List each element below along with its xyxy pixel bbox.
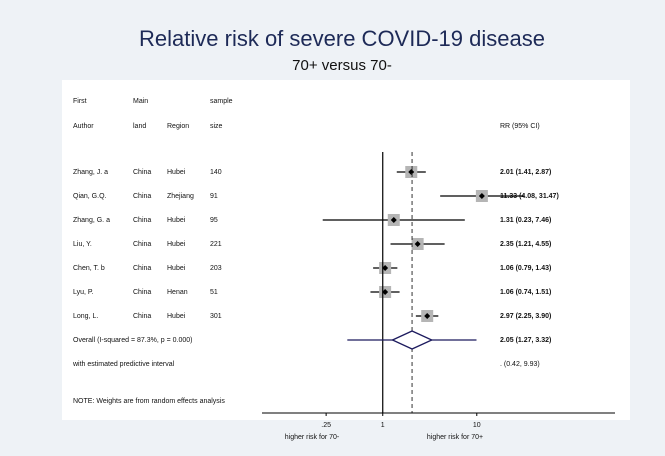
region: Hubei <box>167 265 186 272</box>
mainland: China <box>133 289 151 296</box>
chart-subtitle: 70+ versus 70- <box>292 57 392 74</box>
point-estimate <box>382 265 389 271</box>
author: Liu, Y. <box>73 241 92 248</box>
rr-label: 1.06 (0.74, 1.51) <box>500 289 551 296</box>
sample-size: 301 <box>210 313 222 320</box>
overall-diamond <box>390 330 434 350</box>
rr-label: 2.01 (1.41, 2.87) <box>500 169 551 176</box>
mainland: China <box>133 313 151 320</box>
header: Author <box>73 123 94 130</box>
region: Zhejiang <box>167 193 194 200</box>
header: Region <box>167 123 189 130</box>
point-estimate <box>408 169 415 175</box>
note: NOTE: Weights are from random effects an… <box>73 398 225 405</box>
header: RR (95% CI) <box>500 123 540 130</box>
sample-size: 91 <box>210 193 218 200</box>
sample-size: 203 <box>210 265 222 272</box>
region: Hubei <box>167 241 186 248</box>
x-tick-label: .25 <box>321 422 331 429</box>
overall-ci: 2.05 (1.27, 3.32) <box>500 337 551 344</box>
mainland: China <box>133 265 151 272</box>
chart-title: Relative risk of severe COVID-19 disease <box>139 26 545 51</box>
point-estimate <box>382 289 389 295</box>
author: Qian, G.Q. <box>73 193 107 200</box>
region: Henan <box>167 289 188 296</box>
region: Hubei <box>167 217 186 224</box>
axis-caption: higher risk for 70- <box>285 434 340 441</box>
author: Lyu, P. <box>73 289 94 296</box>
region: Hubei <box>167 169 186 176</box>
plot-panel <box>62 80 630 420</box>
rr-label: 2.35 (1.21, 4.55) <box>500 241 551 248</box>
header: land <box>133 123 146 130</box>
sample-size: 140 <box>210 169 222 176</box>
point-estimate <box>414 241 421 247</box>
author: Zhang, G. a <box>73 217 110 224</box>
pi-label: . (0.42, 9.93) <box>500 361 540 368</box>
axis-caption: higher risk for 70+ <box>427 434 483 441</box>
author: Zhang, J. a <box>73 169 108 176</box>
x-tick-label: 10 <box>473 422 481 429</box>
point-estimate <box>478 193 485 199</box>
author: Chen, T. b <box>73 265 105 272</box>
mainland: China <box>133 193 151 200</box>
point-estimate <box>424 313 431 319</box>
sample-size: 95 <box>210 217 218 224</box>
rr-label: 1.31 (0.23, 7.46) <box>500 217 551 224</box>
region: Hubei <box>167 313 186 320</box>
header: First <box>73 98 87 105</box>
rr-label: 1.06 (0.79, 1.43) <box>500 265 551 272</box>
overall-label: Overall (I-squared = 87.3%, p = 0.000) <box>73 337 192 344</box>
sample-size: 51 <box>210 289 218 296</box>
author: Long, L. <box>73 313 98 320</box>
header: Main <box>133 98 148 105</box>
rr-label: 2.97 (2.25, 3.90) <box>500 313 551 320</box>
header: size <box>210 123 223 130</box>
mainland: China <box>133 217 151 224</box>
mainland: China <box>133 241 151 248</box>
pi-text: with estimated predictive interval <box>72 361 175 368</box>
x-tick-label: 1 <box>381 422 385 429</box>
sample-size: 221 <box>210 241 222 248</box>
point-estimate <box>390 217 397 223</box>
mainland: China <box>133 169 151 176</box>
rr-label: 11.33 (4.08, 31.47) <box>500 193 559 200</box>
header: sample <box>210 98 233 105</box>
